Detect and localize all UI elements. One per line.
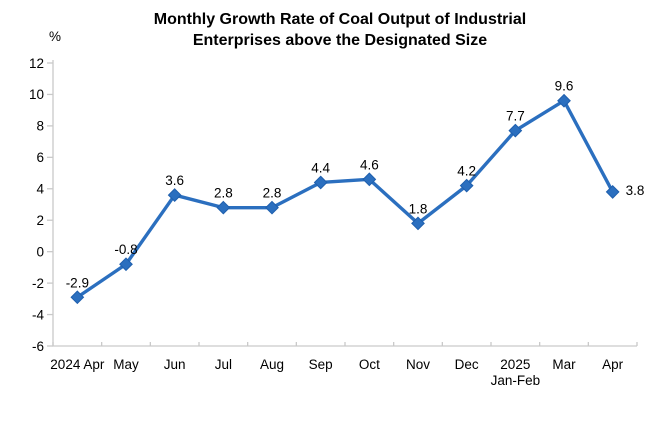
x-axis-tick-label: Jul: [215, 357, 232, 372]
x-axis-tick-label: Jan-Feb: [491, 373, 541, 388]
x-axis-tick-label: 2025: [500, 357, 530, 372]
data-point-marker: [313, 175, 328, 190]
chart-title: Monthly Growth Rate of Coal Output of In…: [20, 9, 660, 51]
data-point-label: 1.8: [409, 201, 428, 216]
y-axis-tick-label: -4: [32, 307, 44, 322]
data-point-label: 4.6: [360, 157, 379, 172]
data-point-label: 3.6: [165, 173, 184, 188]
chart-title-line-2: Enterprises above the Designated Size: [192, 32, 488, 49]
y-axis-tick-label: 4: [36, 182, 44, 197]
x-axis-tick-label: Nov: [406, 357, 430, 372]
x-axis-tick-label: May: [113, 357, 139, 372]
data-point-marker: [411, 216, 425, 231]
x-axis-tick-label: Sep: [309, 357, 333, 372]
data-point-label: 4.2: [457, 164, 476, 179]
x-axis-tick-label: Aug: [260, 357, 284, 372]
data-point-marker: [70, 290, 85, 305]
data-point-marker: [167, 188, 182, 202]
chart-title-line-1: Monthly Growth Rate of Coal Output of In…: [153, 11, 527, 28]
x-axis-tick-label: Mar: [552, 357, 576, 372]
data-point-label: 9.6: [555, 79, 574, 94]
y-axis-tick-label: -2: [32, 276, 44, 291]
x-axis-tick-label: 2024 Apr: [50, 357, 105, 372]
x-axis-tick-label: Jun: [164, 357, 186, 372]
data-point-label: -2.9: [66, 275, 89, 290]
x-axis-tick-label: Dec: [455, 357, 479, 372]
y-axis-tick-label: 0: [36, 244, 44, 259]
data-point-label: 3.8: [626, 183, 645, 198]
y-axis-tick-label: 12: [29, 56, 44, 71]
data-point-label: 2.8: [263, 186, 282, 201]
y-axis-tick-label: 6: [36, 150, 44, 165]
data-point-marker: [265, 200, 279, 215]
data-point-marker: [119, 257, 133, 272]
growth-rate-series-line: [75, 99, 615, 299]
y-axis-tick-label: 10: [29, 87, 44, 102]
data-point-marker: [362, 172, 377, 187]
data-point-label: -0.8: [114, 242, 137, 257]
data-point-label: 2.8: [214, 186, 233, 201]
y-axis-tick-label: 8: [36, 119, 44, 134]
x-axis-tick-label: Apr: [602, 357, 624, 372]
data-point-marker: [216, 200, 231, 215]
y-axis-tick-label: -6: [32, 339, 44, 354]
axis-lines: [52, 60, 637, 347]
data-point-label: 7.7: [506, 109, 525, 124]
data-point-label: 4.4: [311, 160, 330, 175]
data-point-marker: [557, 93, 571, 108]
data-point-marker: [605, 185, 620, 199]
y-axis-unit-label: %: [48, 29, 61, 44]
x-axis-tick-label: Oct: [359, 357, 380, 372]
y-axis-tick-label: 2: [36, 213, 44, 228]
data-point-marker: [459, 178, 474, 193]
data-point-marker: [508, 123, 523, 138]
